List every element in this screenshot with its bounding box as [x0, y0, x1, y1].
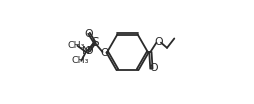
- Text: CH₃: CH₃: [72, 56, 89, 65]
- Text: O: O: [84, 46, 92, 56]
- Text: N: N: [82, 46, 90, 56]
- Text: O: O: [148, 63, 157, 73]
- Text: O: O: [84, 29, 92, 39]
- Text: CH₃: CH₃: [67, 41, 85, 50]
- Text: O: O: [154, 37, 162, 47]
- Text: S: S: [91, 36, 99, 49]
- Text: O: O: [100, 48, 109, 58]
